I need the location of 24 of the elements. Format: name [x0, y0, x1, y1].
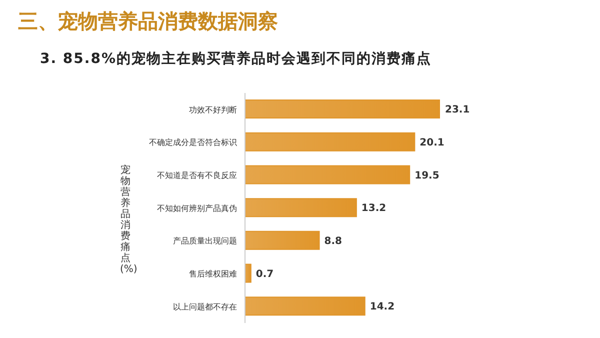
data-label: 23.1 [445, 104, 470, 116]
bar [245, 198, 357, 218]
bar [245, 165, 410, 184]
y-tick-label: 售后维权困难 [189, 270, 237, 279]
data-label: 0.7 [256, 268, 274, 280]
chart-subtitle: 3. 85.8%的宠物主在购买营养品时会遇到不同的消费痛点 [40, 50, 432, 68]
data-label: 20.1 [420, 137, 444, 148]
text: 宠物营养品消费痛点 (%) [120, 165, 138, 275]
bar [245, 132, 416, 152]
data-label: 13.2 [361, 203, 386, 214]
bar [245, 296, 366, 316]
y-tick-label: 不确定成分是否符合标识 [149, 138, 237, 148]
chart-title: 三、宠物营养品消费数据洞察 [18, 8, 278, 35]
bar [245, 230, 320, 250]
data-label: 14.2 [370, 302, 395, 313]
bar [245, 100, 440, 118]
y-tick-label: 以上问题都不存在 [173, 302, 237, 312]
y-tick-label: 功效不好判断 [189, 105, 237, 114]
data-label: 19.5 [414, 170, 440, 182]
y-tick-label: 产品质量出现问题 [173, 236, 237, 246]
bar [245, 264, 252, 283]
y-tick-label: 不知道是否有不良反应 [157, 170, 237, 180]
data-label: 8.8 [324, 236, 342, 247]
y-tick-label: 不知如何辨别产品真伪 [157, 204, 237, 213]
